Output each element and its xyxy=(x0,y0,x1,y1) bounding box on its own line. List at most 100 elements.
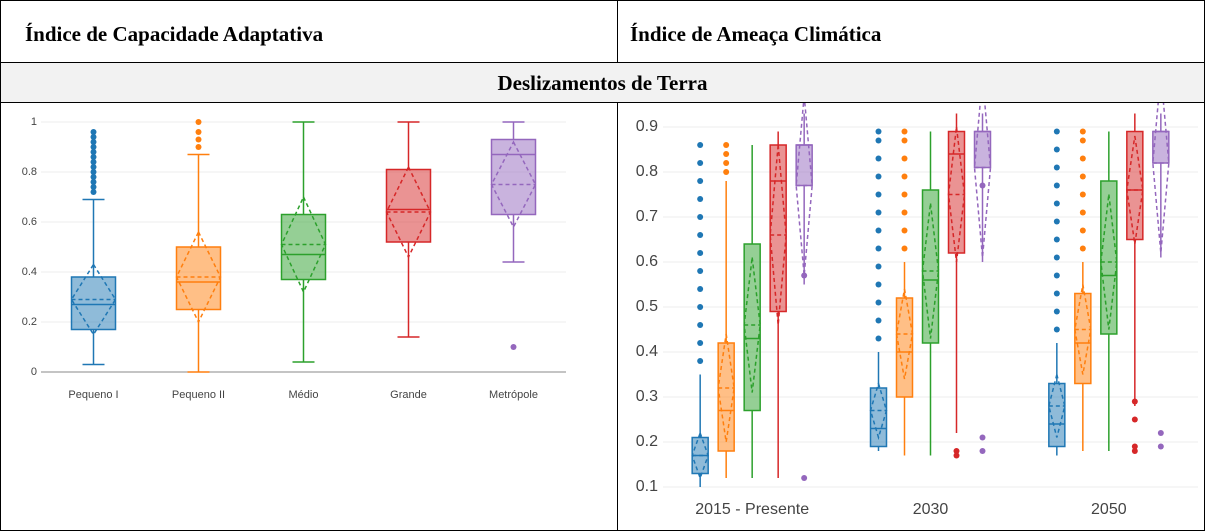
box-plot xyxy=(490,121,537,350)
outlier xyxy=(901,155,908,162)
header: Índice de Capacidade Adaptativa xyxy=(25,22,324,46)
section-title: Deslizamentos de Terra xyxy=(497,71,708,95)
box-plot xyxy=(947,113,966,459)
outlier xyxy=(953,452,960,459)
outlier xyxy=(90,139,97,145)
chart: 0 0.2 0.4 0.6 0.8 1 Pequeno I Pequeno II Médio Gr… xyxy=(22,116,566,401)
outlier xyxy=(875,317,882,324)
header: Índice de Ameaça Climática xyxy=(630,22,882,46)
sd-diamond xyxy=(895,288,914,380)
box-plot xyxy=(795,103,813,481)
outlier xyxy=(875,299,882,306)
box xyxy=(743,243,761,412)
box xyxy=(921,189,940,344)
outlier xyxy=(697,160,704,166)
y-tick-label: 0 xyxy=(31,366,37,378)
sd-diamond xyxy=(869,380,888,441)
box-plot xyxy=(175,119,222,373)
outlier xyxy=(90,189,97,195)
outlier xyxy=(510,344,517,350)
box-plot xyxy=(895,128,914,456)
x-tick-label: Metrópole xyxy=(489,389,538,401)
x-tick-label: 2030 xyxy=(913,501,949,518)
outlier xyxy=(1079,245,1086,252)
box-plot xyxy=(385,121,432,338)
box xyxy=(769,144,787,313)
outlier xyxy=(723,142,730,148)
outlier xyxy=(90,169,97,175)
box xyxy=(280,213,327,281)
outlier xyxy=(90,179,97,185)
outlier xyxy=(1079,227,1086,234)
sd-diamond xyxy=(1048,374,1066,438)
outlier xyxy=(90,129,97,135)
outlier xyxy=(90,164,97,170)
outlier xyxy=(1053,272,1060,279)
outlier xyxy=(1131,448,1138,454)
outlier xyxy=(979,434,986,441)
y-tick-label: 0.9 xyxy=(636,118,658,135)
outlier xyxy=(90,154,97,160)
outlier xyxy=(1053,254,1060,261)
sd-diamond xyxy=(921,203,940,339)
outlier xyxy=(875,227,882,234)
box xyxy=(385,168,432,243)
outlier xyxy=(1079,191,1086,198)
x-tick-label: Pequeno I xyxy=(68,389,118,401)
section-cell: Deslizamentos de Terra xyxy=(0,62,1205,103)
outlier xyxy=(1131,416,1138,423)
box xyxy=(175,246,222,311)
outlier xyxy=(1053,236,1060,243)
outlier xyxy=(953,448,960,454)
outlier xyxy=(1157,430,1164,436)
x-tick-label: Médio xyxy=(289,389,319,401)
y-tick-label: 0.6 xyxy=(636,253,658,270)
outlier xyxy=(875,128,882,135)
box-plot xyxy=(717,142,735,478)
box xyxy=(795,144,813,187)
box-plot xyxy=(70,129,117,366)
sd-diamond xyxy=(769,144,787,326)
y-tick-label: 0.8 xyxy=(22,166,37,178)
outlier xyxy=(697,232,704,238)
outlier xyxy=(90,149,97,155)
outlier xyxy=(1053,128,1060,135)
header-cell: Índice de Capacidade Adaptativa xyxy=(0,0,618,63)
outlier xyxy=(901,209,908,216)
outlier xyxy=(979,448,986,454)
outlier xyxy=(901,227,908,234)
y-tick-label: 0.4 xyxy=(22,266,37,278)
box xyxy=(947,130,966,254)
outlier xyxy=(90,174,97,180)
y-tick-label: 0.7 xyxy=(636,208,658,225)
outlier xyxy=(1053,218,1060,225)
chart: 0.1 0.2 0.3 0.4 0.5 0.6 0.7 0.8 0.9 2015 - Presen… xyxy=(636,103,1198,518)
y-tick-label: 0.5 xyxy=(636,298,658,315)
box xyxy=(1048,382,1066,448)
sd-diamond xyxy=(1152,103,1170,254)
sd-diamond xyxy=(743,257,761,393)
box-plot xyxy=(1048,128,1066,456)
outlier xyxy=(723,151,730,157)
box-plot xyxy=(973,103,992,454)
outlier xyxy=(1053,164,1060,171)
outlier xyxy=(901,245,908,252)
outlier xyxy=(697,250,704,256)
outlier xyxy=(1079,155,1086,162)
outlier xyxy=(195,136,202,143)
header-cell: Índice de Ameaça Climática xyxy=(617,0,1205,63)
box xyxy=(70,276,117,331)
outlier xyxy=(90,184,97,190)
outlier xyxy=(723,160,730,166)
box-plot xyxy=(869,128,888,451)
outlier xyxy=(875,335,882,342)
y-tick-label: 0.2 xyxy=(22,316,37,328)
outlier xyxy=(901,173,908,180)
outlier xyxy=(875,209,882,216)
box-plot xyxy=(743,145,761,478)
box xyxy=(895,297,914,398)
outlier xyxy=(1053,200,1060,207)
outlier xyxy=(90,144,97,150)
x-tick-label: 2015 - Presente xyxy=(695,501,809,518)
